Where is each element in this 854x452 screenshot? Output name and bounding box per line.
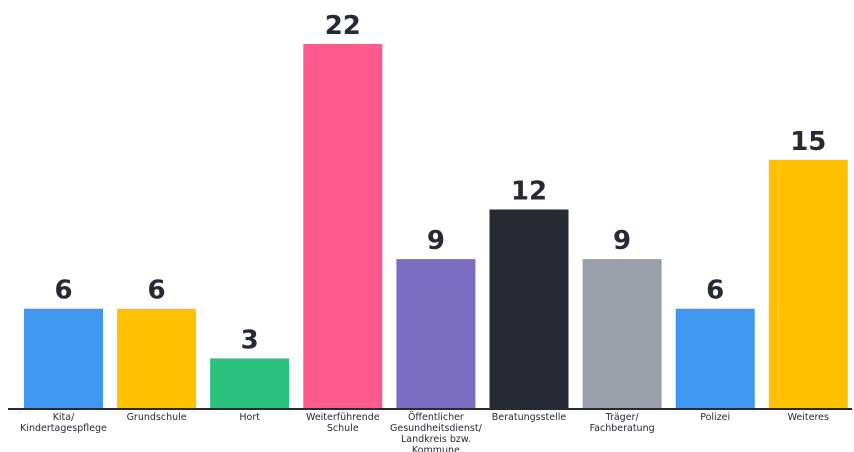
- category-label-7: Polizei: [700, 412, 730, 423]
- category-label-4: Öffentlicher Gesundheitsdienst/Landkreis …: [390, 412, 483, 452]
- category-label-6: Träger/Fachberatung: [590, 412, 655, 434]
- value-label-6: 9: [613, 226, 631, 256]
- bar-6: [582, 259, 662, 408]
- value-labels-group: 6 6 3 22 9 12 9 6 15: [54, 11, 826, 355]
- bars-group: [24, 44, 848, 408]
- value-label-1: 6: [148, 276, 166, 306]
- category-label-2: Hort: [239, 412, 260, 423]
- bar-2: [210, 358, 290, 408]
- category-label-0: Kita/Kindertagespflege: [20, 412, 107, 434]
- bar-5: [489, 209, 569, 408]
- value-label-5: 12: [511, 177, 547, 207]
- category-label-1: Grundschule: [127, 412, 187, 423]
- bar-1: [117, 308, 197, 408]
- category-label-8: Weiteres: [788, 412, 829, 423]
- value-label-4: 9: [427, 226, 445, 256]
- category-labels-group: Kita/Kindertagespflege Grundschule Hort Wei…: [20, 412, 829, 452]
- category-label-3: Weiterführende Schule: [306, 412, 380, 434]
- value-label-7: 6: [706, 276, 724, 306]
- bar-0: [24, 308, 103, 408]
- bar-3: [303, 44, 383, 408]
- bar-7: [675, 308, 755, 408]
- value-label-3: 22: [325, 11, 361, 41]
- value-label-2: 3: [241, 325, 259, 355]
- value-label-8: 15: [790, 127, 826, 157]
- bar-8: [768, 159, 848, 408]
- bar-4: [396, 259, 476, 408]
- category-label-5: Beratungsstelle: [492, 412, 567, 423]
- value-label-0: 6: [54, 276, 72, 306]
